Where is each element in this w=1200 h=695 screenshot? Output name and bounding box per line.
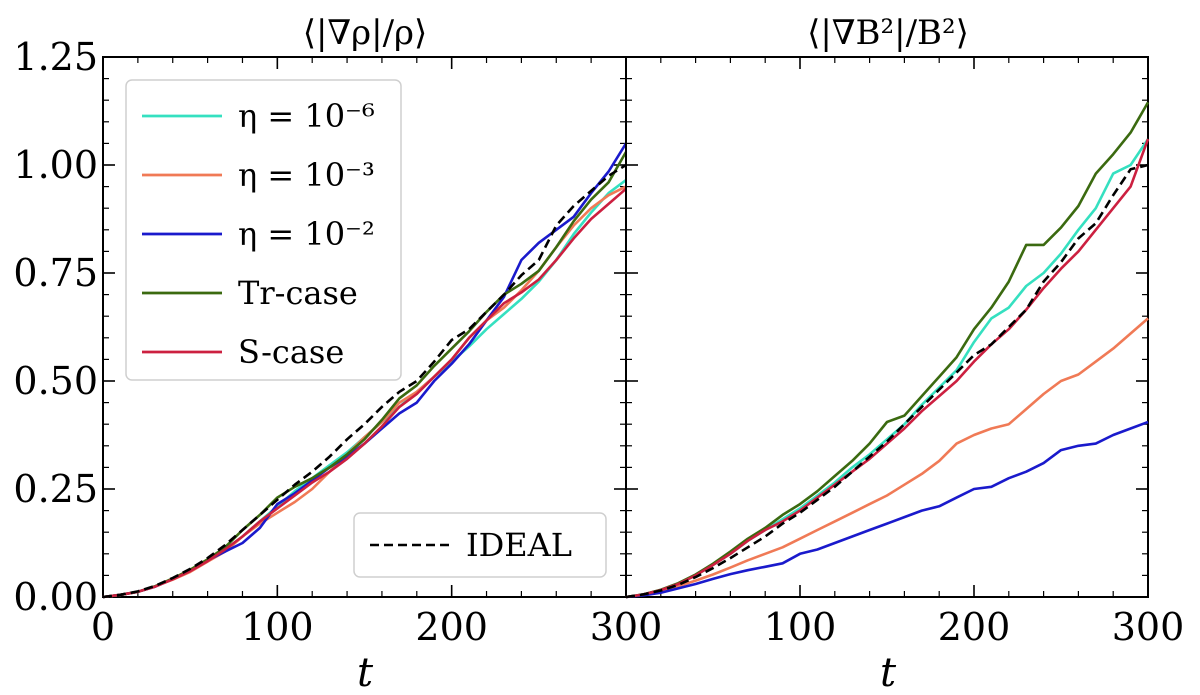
left-x-tick-label: 300 (590, 605, 663, 649)
right-series-line-4 (625, 138, 1150, 599)
right-x-tick-label: 100 (764, 605, 837, 649)
right-panel: ⟨|∇B²|/B²⟩ 100 200 300 t (625, 13, 1185, 695)
legend-frame (125, 79, 402, 381)
y-tick-label: 0.25 (13, 467, 98, 511)
legend-ideal: IDEAL (353, 512, 607, 578)
y-tick-label: 0.00 (13, 575, 98, 619)
right-x-axis-label: t (880, 650, 897, 695)
right-series-line-5 (625, 163, 1149, 599)
y-tick-label: 1.25 (13, 35, 98, 79)
legend-ideal-label: IDEAL (466, 526, 572, 564)
right-x-tick-label: 300 (1112, 605, 1185, 649)
right-series-line-1 (625, 317, 1149, 599)
y-tick-label: 1.00 (13, 143, 98, 187)
right-series-line-0 (625, 138, 1150, 599)
left-x-tick-label: 0 (91, 605, 115, 649)
legend: η = 10⁻⁶ η = 10⁻³ η = 10⁻² Tr-case S-case (125, 79, 402, 381)
legend-label-1: η = 10⁻³ (238, 156, 375, 194)
right-plot-frame (625, 56, 1149, 598)
right-panel-title: ⟨|∇B²|/B²⟩ (807, 13, 969, 53)
left-series-line-5 (102, 163, 627, 599)
legend-ideal-frame (353, 512, 607, 578)
legend-label-3: Tr-case (238, 274, 358, 312)
right-x-tick-label: 200 (938, 605, 1011, 649)
left-panel: ⟨|∇ρ|/ρ⟩ 0 100 200 300 0.00 0.25 0.50 0.75 1.00 1… (13, 13, 662, 695)
right-series-line-2 (625, 420, 1149, 599)
y-tick-label: 0.75 (13, 251, 98, 295)
legend-label-0: η = 10⁻⁶ (238, 97, 375, 135)
legend-label-2: η = 10⁻² (238, 215, 375, 253)
left-panel-title: ⟨|∇ρ|/ρ⟩ (303, 13, 428, 53)
left-x-axis-label: t (357, 650, 374, 695)
y-tick-label: 0.50 (13, 359, 98, 403)
left-x-tick-label: 200 (415, 605, 488, 649)
left-x-tick-label: 100 (241, 605, 314, 649)
left-series-line-4 (102, 187, 627, 599)
legend-label-4: S-case (238, 333, 344, 371)
